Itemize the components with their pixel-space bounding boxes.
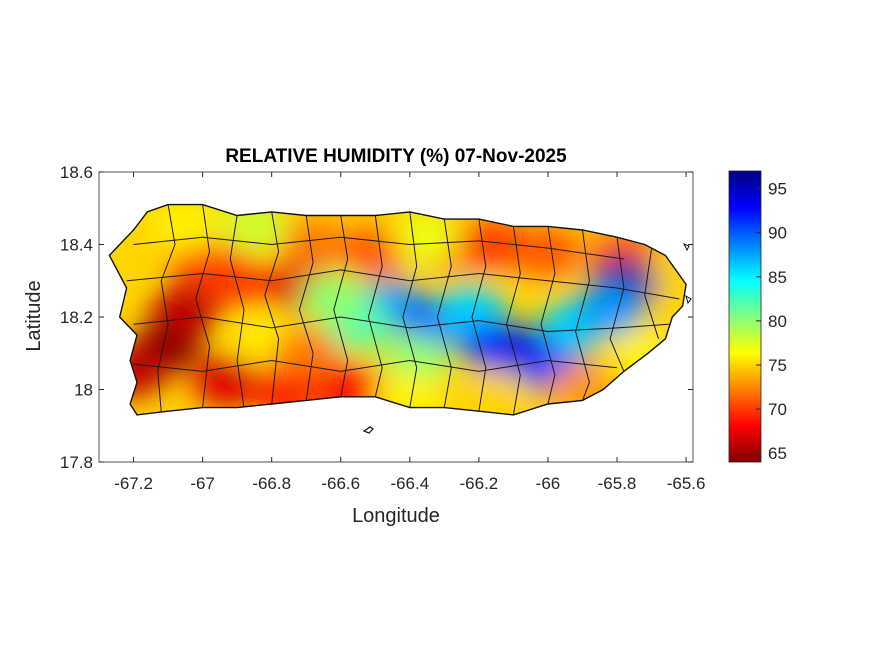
humidity-region [393,211,462,264]
islet [362,426,374,434]
municipality-line [133,316,669,333]
y-axis: 17.8 18 18.2 18.4 18.6 [60,163,693,472]
colorbar-tick-label: 90 [768,224,787,243]
x-axis: -67.2 -67 -66.8 -66.6 -66.4 -66.2 -66 -65.8 -65.… [114,172,705,493]
humidity-region [151,204,220,253]
humidity-region [462,218,531,271]
municipality-line [402,211,418,408]
humidity-region [279,218,348,271]
x-tick-label: -66.6 [321,474,360,493]
municipality-line [126,269,680,300]
municipality-boundaries [126,204,680,415]
municipality-line [229,215,245,408]
colorbar-ticks: 65 70 75 80 85 90 95 [756,180,787,463]
humidity-region [299,272,368,325]
municipality-line [471,219,487,412]
x-tick-label: -67 [190,474,215,493]
colorbar-tick-label: 80 [768,312,787,331]
colorbar [728,170,762,463]
y-tick-label: 18.4 [60,236,93,255]
colorbar-tick-label: 70 [768,400,787,419]
colorbar-tick-label: 85 [768,268,787,287]
x-tick-label: -65.8 [598,474,637,493]
municipality-line [133,236,624,260]
municipality-line [367,215,383,397]
municipality-line [644,248,659,339]
municipality-line [540,226,556,405]
x-tick-label: -65.6 [667,474,706,493]
islet [682,243,690,252]
municipality-line [195,204,211,408]
x-tick-label: -67.2 [114,474,153,493]
y-tick-label: 18 [74,381,93,400]
x-tick-label: -66 [536,474,561,493]
x-tick-label: -66.2 [460,474,499,493]
municipality-line [333,215,349,397]
chart-title: RELATIVE HUMIDITY (%) 07-Nov-2025 [225,146,567,167]
municipality-line [436,219,452,408]
x-axis-title: Longitude [352,505,440,527]
y-tick-label: 18.6 [60,163,93,182]
y-tick-label: 17.8 [60,453,93,472]
municipality-line [298,215,314,401]
x-tick-label: -66.4 [390,474,429,493]
humidity-region [272,327,341,380]
municipality-line [505,226,521,415]
coastline [108,203,687,416]
humidity-region [576,283,645,336]
colorbar-tick-label: 75 [768,356,787,375]
y-axis-title: Latitude [23,280,45,351]
islet [685,294,692,305]
humidity-region [192,356,261,409]
humidity-field [109,204,687,415]
municipality-line [133,359,618,372]
municipality-line [609,237,625,372]
colorbar-tick-label: 95 [768,180,787,199]
humidity-region [513,225,582,278]
municipality-line [575,229,590,401]
municipality-line [157,204,176,412]
municipality-line [264,211,280,405]
colorbar-tick-label: 65 [768,444,787,463]
y-tick-label: 18.2 [60,308,93,327]
x-tick-label: -66.8 [252,474,291,493]
